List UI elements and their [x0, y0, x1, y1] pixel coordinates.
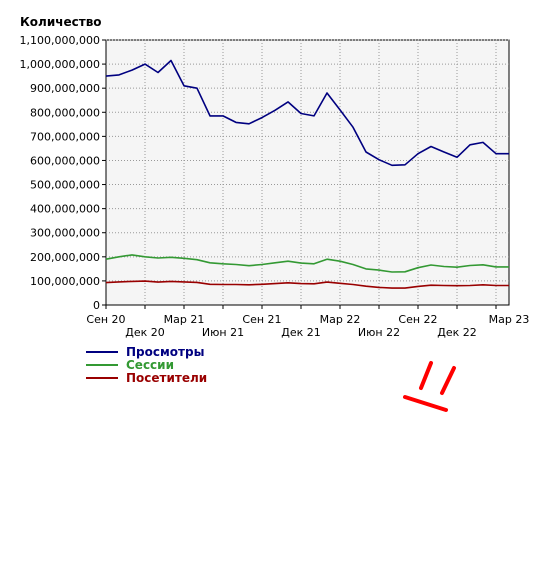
y-tick-label: 300,000,000 — [30, 227, 100, 240]
x-tick-label: Сен 20 — [86, 313, 125, 326]
y-tick-label: 700,000,000 — [30, 130, 100, 143]
red-scribble-annotation — [403, 361, 456, 412]
y-tick-label: 100,000,000 — [30, 275, 100, 288]
legend-item-visitors: Посетители — [86, 370, 208, 385]
legend-label-views: Просмотры — [126, 344, 205, 359]
y-axis: 0 100,000,000 200,000,000 300,000,000 400,00… — [20, 34, 106, 312]
legend-item-sessions: Сессии — [86, 357, 207, 372]
legend-swatch-visitors — [86, 376, 118, 379]
x-tick-label: Сен 22 — [398, 313, 437, 326]
legend-item-views: Просмотры — [86, 344, 207, 359]
x-tick-label: Мар 21 — [164, 313, 205, 326]
x-tick-label: Сен 21 — [242, 313, 281, 326]
legend-label-visitors: Посетители — [126, 370, 208, 385]
x-tick-label: Дек 22 — [437, 326, 477, 339]
series-line-2 — [105, 280, 509, 289]
y-tick-label: 0 — [93, 299, 100, 312]
legend: Просмотры Сессии Посетители — [86, 344, 208, 385]
y-tick-label: 400,000,000 — [30, 203, 100, 216]
x-tick-label: Дек 20 — [125, 326, 165, 339]
grid-lines — [106, 39, 509, 305]
x-tick-label: Дек 21 — [281, 326, 321, 339]
y-tick-label: 200,000,000 — [30, 251, 100, 264]
scribble-stroke — [440, 366, 456, 395]
series-line-0 — [105, 59, 509, 167]
legend-swatch-sessions — [86, 363, 118, 366]
legend-swatch-views — [86, 350, 118, 353]
legend-label-sessions: Сессии — [126, 357, 174, 372]
y-tick-label: 500,000,000 — [30, 179, 100, 192]
chart-title: Количество — [20, 15, 102, 29]
y-tick-label: 1,100,000,000 — [20, 34, 100, 47]
x-tick-label: Мар 22 — [320, 313, 361, 326]
scribble-stroke — [419, 361, 433, 390]
plot-area — [105, 39, 510, 306]
series-lines — [105, 59, 509, 289]
y-tick-label: 900,000,000 — [30, 82, 100, 95]
y-tick-label: 1,000,000,000 — [20, 58, 100, 71]
series-line-1 — [105, 254, 509, 273]
x-tick-label: Июн 22 — [358, 326, 400, 339]
scribble-stroke — [403, 395, 448, 412]
x-tick-label: Июн 21 — [202, 326, 244, 339]
y-tick-label: 600,000,000 — [30, 154, 100, 167]
x-tick-label: Мар 23 — [489, 313, 530, 326]
y-tick-label: 800,000,000 — [30, 106, 100, 119]
